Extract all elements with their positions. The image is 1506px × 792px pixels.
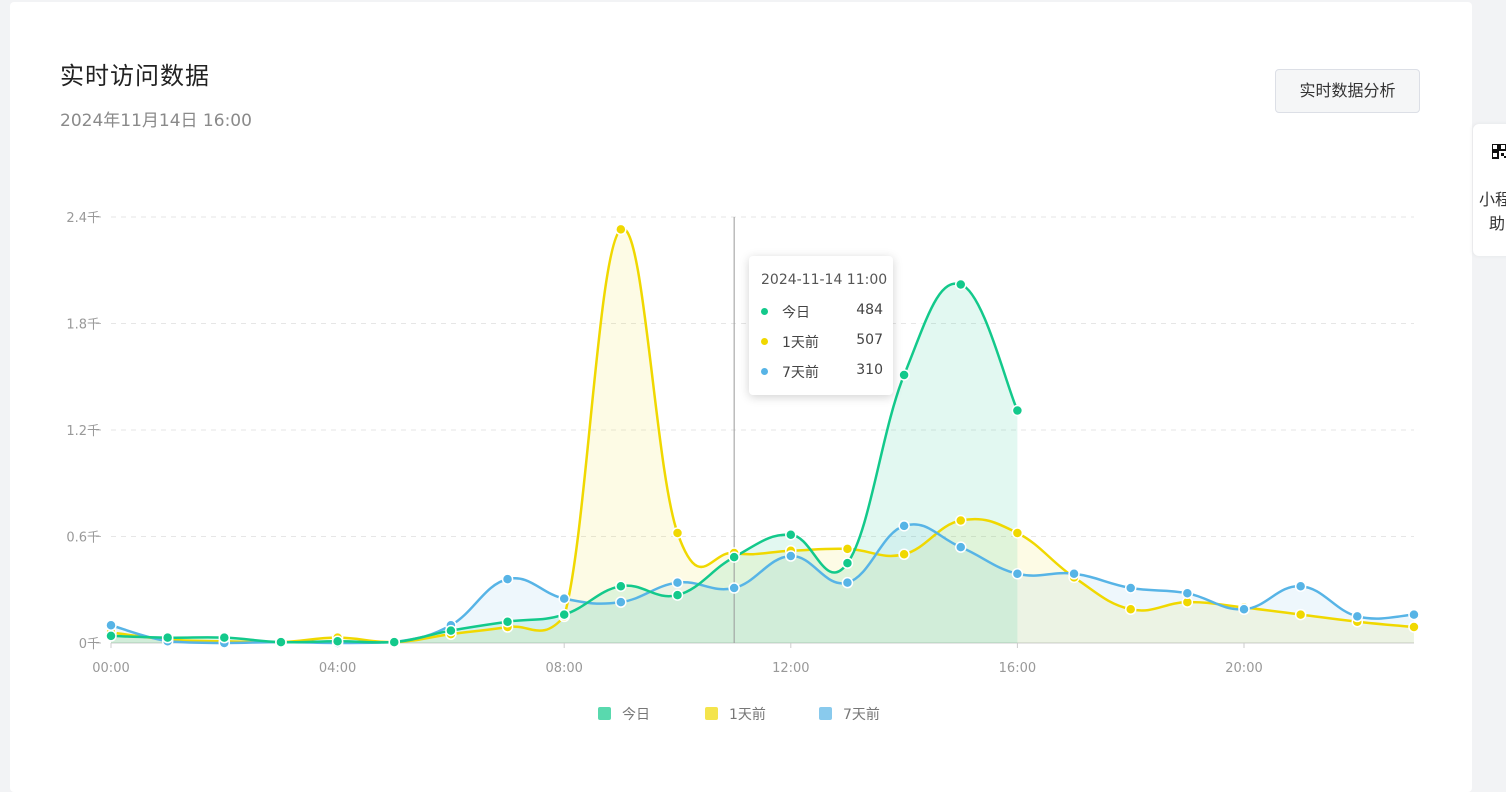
data-point <box>898 369 910 381</box>
data-point <box>671 527 684 539</box>
data-point <box>1011 404 1024 417</box>
tooltip-series-dot <box>761 308 768 315</box>
legend-swatch <box>705 707 718 720</box>
data-point <box>501 573 514 585</box>
data-point <box>331 635 344 647</box>
data-point <box>785 528 797 541</box>
data-point <box>105 630 117 642</box>
realtime-visit-card: 实时访问数据 2024年11月14日 16:00 实时数据分析 <box>10 2 1472 792</box>
tooltip-row: 1天前 507 <box>761 331 883 351</box>
data-point <box>1181 587 1194 600</box>
data-point <box>161 631 174 644</box>
data-point <box>1408 621 1420 633</box>
legend-label: 7天前 <box>843 706 880 723</box>
mini-program-label-line1: 小程 <box>1479 190 1506 209</box>
tooltip-series-name: 7天前 <box>782 365 819 381</box>
data-point <box>898 548 910 560</box>
data-point <box>671 576 684 589</box>
x-tick-label: 20:00 <box>1225 661 1262 676</box>
y-tick-label: 0千 <box>79 637 100 652</box>
x-tick-label: 16:00 <box>999 661 1036 676</box>
data-point <box>275 636 287 648</box>
chart-tooltip: 2024-11-14 11:00 今日 484 1天前 507 7天前 310 <box>749 256 893 395</box>
legend-label: 今日 <box>622 707 650 723</box>
mini-program-label: 小程 助 <box>1479 188 1506 236</box>
data-point <box>1124 582 1137 594</box>
tooltip-series-value: 310 <box>856 362 883 378</box>
data-point <box>615 223 627 236</box>
realtime-analysis-button[interactable]: 实时数据分析 <box>1275 69 1420 113</box>
series-area <box>111 228 1414 643</box>
mini-program-panel[interactable]: 小程 助 <box>1473 124 1506 256</box>
data-point <box>1238 603 1250 616</box>
y-tick-label: 0.6千 <box>66 531 100 546</box>
tooltip-series-dot <box>761 368 768 375</box>
data-point <box>955 278 967 291</box>
tooltip-series-name: 今日 <box>782 305 810 321</box>
data-point <box>1351 610 1364 623</box>
data-point <box>558 592 570 605</box>
y-tick-label: 2.4千 <box>66 211 100 226</box>
tooltip-series-name: 1天前 <box>782 335 819 351</box>
tooltip-series-dot <box>761 338 768 345</box>
x-tick-label: 00:00 <box>92 661 129 676</box>
data-point <box>841 576 854 589</box>
data-point <box>615 580 627 592</box>
mini-program-label-line2: 助 <box>1489 214 1506 233</box>
series-area <box>111 524 1414 643</box>
y-tick-label: 1.2千 <box>66 424 100 439</box>
data-point <box>1011 527 1024 539</box>
data-point <box>218 631 231 644</box>
data-point <box>728 551 740 563</box>
data-point <box>1294 608 1307 621</box>
tooltip-row: 今日 484 <box>761 301 883 321</box>
data-point <box>671 589 684 601</box>
series-line <box>110 227 1415 644</box>
tooltip-series-value: 484 <box>856 302 883 318</box>
tooltip-series-value: 507 <box>856 332 883 348</box>
data-point <box>445 624 457 637</box>
x-tick-label: 04:00 <box>319 661 356 676</box>
tooltip-title: 2024-11-14 11:00 <box>761 272 888 288</box>
data-point <box>841 543 854 555</box>
qr-code-icon <box>1492 144 1506 159</box>
legend-swatch <box>598 707 611 720</box>
data-point <box>898 520 910 532</box>
data-point <box>955 541 967 553</box>
data-point <box>1294 580 1307 592</box>
data-point <box>1068 568 1080 580</box>
tooltip-row: 7天前 310 <box>761 361 883 381</box>
data-point <box>388 636 400 648</box>
data-point <box>1011 568 1024 580</box>
page-title: 实时访问数据 <box>60 62 210 90</box>
data-point <box>105 619 117 631</box>
x-tick-label: 08:00 <box>545 661 582 676</box>
data-point <box>1124 603 1137 616</box>
data-point <box>955 514 967 527</box>
data-point <box>501 615 514 628</box>
legend-swatch <box>819 707 832 720</box>
legend-label: 1天前 <box>729 706 766 723</box>
data-point <box>1408 608 1420 621</box>
datetime-label: 2024年11月14日 16:00 <box>60 111 252 131</box>
data-point <box>785 550 797 562</box>
x-tick-label: 12:00 <box>772 661 809 676</box>
y-tick-label: 1.8千 <box>66 318 100 333</box>
data-point <box>841 557 854 569</box>
data-point <box>728 582 740 594</box>
data-point <box>558 608 570 621</box>
data-point <box>615 596 627 608</box>
